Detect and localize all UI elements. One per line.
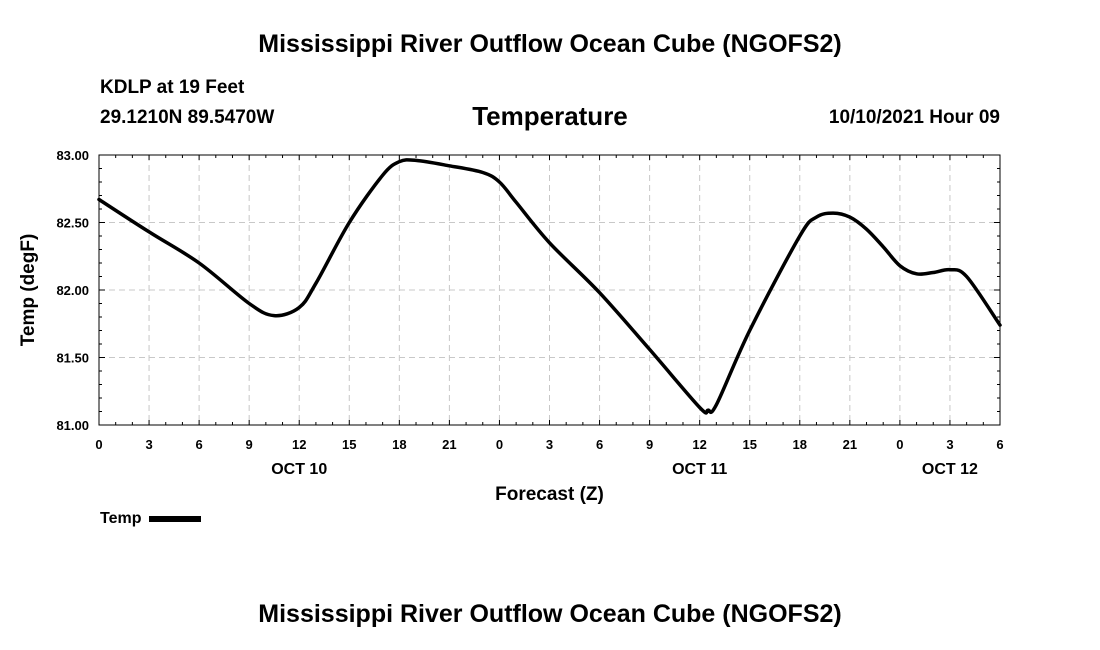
x-tick-label: 18 bbox=[392, 437, 406, 452]
x-tick-label: 3 bbox=[946, 437, 953, 452]
y-tick-label: 83.00 bbox=[56, 148, 89, 163]
station-label: KDLP at 19 Feet bbox=[100, 77, 245, 98]
y-tick-label: 82.50 bbox=[56, 216, 89, 231]
x-tick-label: 15 bbox=[742, 437, 756, 452]
chart-title: Mississippi River Outflow Ocean Cube (NG… bbox=[258, 30, 842, 58]
y-axis-title: Temp (degF) bbox=[18, 234, 39, 347]
x-tick-label: 9 bbox=[646, 437, 653, 452]
x-tick-label: 12 bbox=[292, 437, 306, 452]
plot-frame bbox=[98, 154, 1001, 426]
y-tick-label: 82.00 bbox=[56, 283, 89, 298]
x-tick-label: 6 bbox=[596, 437, 603, 452]
x-day-label: OCT 11 bbox=[672, 461, 727, 478]
station-coordinates: 29.1210N 89.5470W bbox=[100, 107, 275, 128]
x-tick-label: 18 bbox=[793, 437, 807, 452]
y-tick-label: 81.50 bbox=[56, 351, 89, 366]
forecast-timestamp: 10/10/2021 Hour 09 bbox=[828, 107, 1000, 128]
x-tick-label: 6 bbox=[996, 437, 1003, 452]
x-tick-label: 0 bbox=[496, 437, 503, 452]
grid bbox=[99, 155, 1000, 425]
x-tick-label: 12 bbox=[692, 437, 706, 452]
x-tick-label: 0 bbox=[95, 437, 102, 452]
x-tick-label: 3 bbox=[145, 437, 152, 452]
chart-subtitle: Temperature bbox=[472, 101, 628, 131]
footer-title: Mississippi River Outflow Ocean Cube (NG… bbox=[258, 600, 842, 628]
series-layer bbox=[97, 158, 1002, 415]
y-tick-label: 81.00 bbox=[56, 418, 89, 433]
series-line-temp bbox=[97, 158, 1002, 415]
x-tick-label: 15 bbox=[342, 437, 356, 452]
axis-labels: 0 3 6 9 12 15 18 21 0 3 6 9 12 15 18 21 0 3 6 81.00 81.50 82.… bbox=[18, 148, 1004, 505]
x-tick-label: 21 bbox=[442, 437, 456, 452]
x-tick-label: 21 bbox=[843, 437, 857, 452]
x-day-label: OCT 10 bbox=[271, 461, 327, 478]
x-axis-title: Forecast (Z) bbox=[495, 484, 604, 505]
x-tick-label: 6 bbox=[195, 437, 202, 452]
legend: Temp bbox=[100, 510, 202, 528]
x-day-label: OCT 12 bbox=[922, 461, 978, 478]
x-tick-label: 0 bbox=[896, 437, 903, 452]
legend-label: Temp bbox=[100, 510, 142, 527]
x-tick-label: 9 bbox=[246, 437, 253, 452]
legend-line-swatch bbox=[149, 516, 202, 522]
x-tick-label: 3 bbox=[546, 437, 553, 452]
axes bbox=[98, 154, 1001, 426]
